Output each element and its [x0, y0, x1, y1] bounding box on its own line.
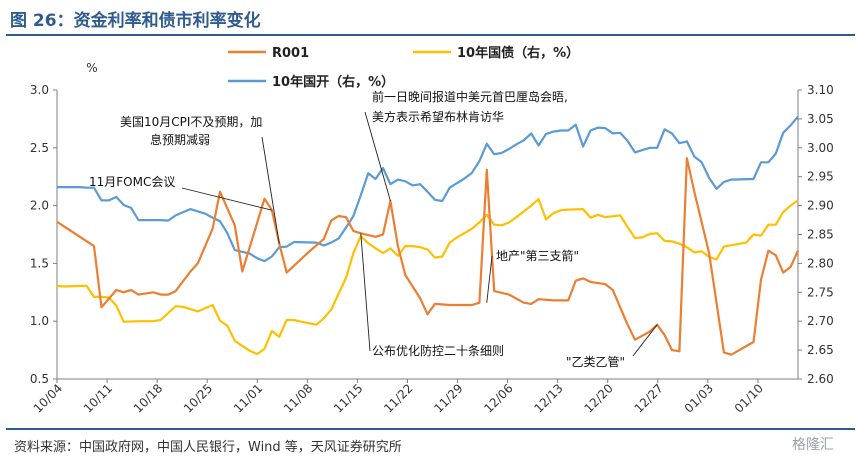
legend-cdb10-label: 10年国开（右，%） [272, 74, 394, 90]
footer-rule [6, 428, 855, 430]
x-tick-label: 01/10 [732, 381, 766, 415]
left-tick-label: 1.0 [30, 314, 49, 328]
legend-r001-label: R001 [272, 46, 309, 61]
annotation-text: "乙类乙管" [566, 354, 625, 369]
annotation-text: 前一日晚间报道中美元首巴厘岛会晤, [372, 89, 568, 104]
x-tick-label: 11/29 [431, 381, 465, 415]
source-note: 资料来源：中国政府网，中国人民银行，Wind 等，天风证券研究所 [14, 440, 402, 455]
x-tick-label: 12/13 [531, 381, 565, 415]
annotation-leader [632, 324, 658, 357]
right-tick-label: 3.10 [807, 83, 834, 97]
left-tick-label: 1.5 [30, 256, 49, 270]
x-tick-label: 11/22 [381, 381, 415, 415]
annotation-leader [486, 255, 493, 303]
cdb10-line [57, 115, 799, 263]
left-tick-label: 0.5 [30, 372, 49, 386]
figure-title: 图 26：资金利率和债市利率变化 [10, 11, 261, 31]
right-tick-label: 2.75 [807, 285, 834, 299]
x-tick-label: 01/03 [682, 381, 716, 415]
x-tick-label: 11/01 [231, 381, 265, 415]
left-tick-label: 2.0 [30, 199, 49, 213]
x-tick-label: 12/06 [481, 381, 515, 415]
annotation-text: 美方表示希望布林肯访华 [372, 109, 504, 124]
left-tick-label: 2.5 [30, 141, 49, 155]
annotation-text: 地产"第三支箭" [496, 248, 579, 263]
x-tick-label: 10/04 [31, 381, 65, 415]
right-tick-label: 2.60 [807, 372, 834, 386]
annotation-leader [261, 136, 280, 244]
annotation-text: 11月FOMC会议 [89, 175, 175, 189]
right-tick-label: 3.00 [807, 141, 834, 155]
x-tick-label: 11/08 [281, 381, 315, 415]
right-tick-label: 2.95 [807, 170, 834, 184]
x-tick-label: 12/27 [632, 381, 666, 415]
x-tick-label: 10/11 [81, 381, 115, 415]
x-tick-label: 10/25 [181, 381, 215, 415]
title-rule [6, 34, 855, 36]
annotation-leader [360, 233, 371, 352]
x-tick-label: 11/15 [331, 381, 365, 415]
left-axis-unit: % [86, 61, 97, 75]
right-tick-label: 2.80 [807, 256, 834, 270]
annotation-text: 美国10月CPI不及预期，加 [120, 115, 262, 129]
r001-line [56, 157, 800, 356]
right-tick-label: 2.85 [807, 228, 834, 242]
right-tick-label: 2.90 [807, 199, 834, 213]
annotation-leader [181, 187, 272, 211]
right-tick-label: 2.70 [807, 314, 834, 328]
x-tick-label: 12/20 [582, 381, 616, 415]
watermark-logo: 格隆汇 [792, 437, 834, 453]
left-tick-label: 3.0 [30, 83, 49, 97]
annotation-leader [364, 111, 391, 202]
annotation-text: 息预期减弱 [150, 132, 210, 147]
right-tick-label: 3.05 [807, 112, 834, 126]
x-tick-label: 10/18 [131, 381, 165, 415]
right-tick-label: 2.65 [807, 343, 834, 357]
legend-cgb10-label: 10年国债（右，%） [457, 45, 579, 61]
cgb10-line [56, 198, 799, 356]
annotation-text: 公布优化防控二十条细则 [372, 343, 504, 358]
